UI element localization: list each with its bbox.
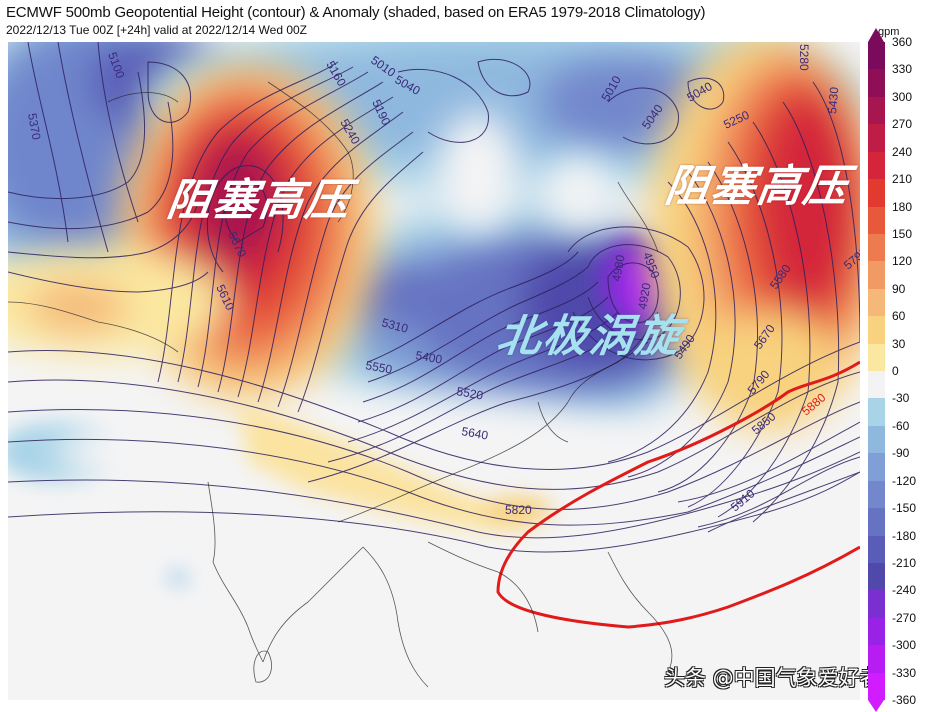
colorbar-tick-label: 270 [892,117,913,132]
contour-label: 5310 [380,315,410,336]
colorbar-tick-label: -150 [892,501,917,516]
contour-label: 4920 [635,281,653,310]
blocking-high-label-west: 阻塞高压 [163,175,355,226]
colorbar-tick-label: -210 [892,555,917,570]
colorbar-segment [868,425,885,454]
colorbar-tick-label: 180 [892,199,913,214]
colorbar-segment [868,179,885,207]
colorbar-segment [868,233,885,262]
colorbar-tick-label: -360 [892,693,917,707]
contour-label: 5640 [460,424,489,442]
contour-label: 5430 [825,86,841,114]
colorbar-tick-label: 330 [892,62,913,77]
colorbar-segment [868,535,885,564]
colorbar-segment [868,206,885,235]
contour-label: 5280 [797,44,811,71]
colorbar-tick-label: 30 [892,336,906,351]
colorbar-tick-label: -120 [892,473,917,488]
colorbar-tick-label: -30 [892,391,910,406]
colorbar-tick-label: 0 [892,364,899,378]
contour-label: 5820 [505,503,532,517]
colorbar-segment [868,151,885,180]
ridge-5880-line [496,360,860,629]
colorbar-segment [868,398,885,427]
colorbar-segment [868,453,885,482]
colorbar-segment [868,69,885,98]
chart-title: ECMWF 500mb Geopotential Height (contour… [6,4,706,21]
colorbar-tick-label: -90 [892,446,910,461]
colorbar-tick-label: -240 [892,583,917,598]
colorbar-segment [868,96,885,125]
colorbar-segment [868,562,885,591]
anomaly-field: 5100 5370 5160 5010 5040 5190 5240 5670 … [8,42,860,700]
coastlines [8,81,673,688]
colorbar-tick-label: 150 [892,226,913,241]
contour-lines [8,42,860,553]
colorbar-tick-label: -180 [892,528,917,543]
colorbar-tick-label: 210 [892,172,913,187]
colorbar-segment [868,371,885,399]
colorbar-tick-label: -330 [892,665,917,680]
colorbar-segment [868,42,885,70]
contour-label: 5370 [25,112,43,141]
colorbar-segment [868,124,885,153]
colorbar-segment [868,590,885,619]
colorbar-segment [868,316,885,345]
colorbar-tick-label: 120 [892,254,913,269]
colorbar-tick-label: -270 [892,610,917,625]
colorbar-segment [868,508,885,536]
colorbar-segment [868,672,885,701]
contour-label: 5520 [455,384,484,402]
colorbar-segment [868,288,885,317]
colorbar-segment [868,617,885,646]
map-panel: 5100 5370 5160 5010 5040 5190 5240 5670 … [8,42,860,700]
colorbar-arrow-bottom [868,700,884,712]
colorbar-segment [868,645,885,674]
blocking-high-label-east: 阻塞高压 [661,161,853,212]
colorbar-tick-label: 90 [892,281,906,296]
contour-label: 5550 [364,358,393,376]
contour-label: 4980 [609,253,627,282]
colorbar [868,28,885,712]
colorbar-arrow-top [868,28,884,42]
colorbar-tick-label: 300 [892,89,913,104]
colorbar-tick-label: 60 [892,309,906,324]
watermark: 头条 @中国气象爱好者 [664,666,881,690]
colorbar-tick-label: -60 [892,418,910,433]
contour-label: 5400 [414,348,443,366]
polar-vortex-label: 北极涡旋 [493,311,685,362]
colorbar-segment [868,261,885,290]
colorbar-tick-label: 240 [892,144,913,159]
colorbar-tick-label: -300 [892,638,917,653]
colorbar-segment [868,343,885,372]
colorbar-segment [868,480,885,509]
colorbar-tick-label: 360 [892,35,913,49]
chart-subtitle: 2022/12/13 Tue 00Z [+24h] valid at 2022/… [6,23,308,37]
